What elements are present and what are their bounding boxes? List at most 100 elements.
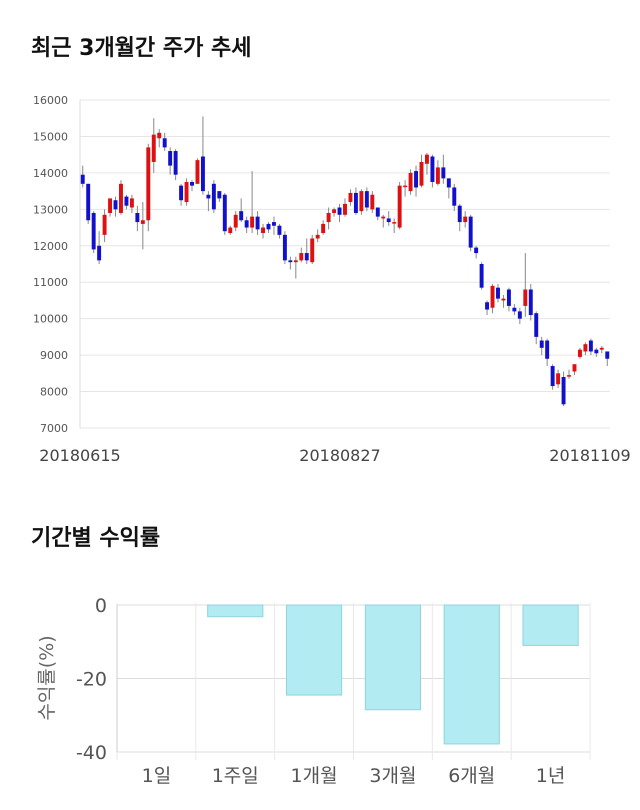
candle-down xyxy=(162,138,167,148)
candle-up xyxy=(293,260,298,263)
candle-up xyxy=(397,185,402,228)
candle-up xyxy=(151,134,156,162)
candle-down xyxy=(545,340,550,359)
candle-down xyxy=(168,151,173,166)
returns-bar xyxy=(443,604,500,745)
candle-down xyxy=(457,205,462,223)
candle-up xyxy=(261,227,266,234)
candle-down xyxy=(605,351,610,359)
candle-up xyxy=(233,214,238,228)
returns-x-tick-label: 1년 xyxy=(536,765,566,787)
candle-down xyxy=(337,207,342,215)
price-x-tick-label: 20181109 xyxy=(549,446,630,465)
candle-up xyxy=(102,214,107,235)
price-y-tick-label: 10000 xyxy=(33,313,68,326)
candle-up xyxy=(326,212,331,223)
candle-up xyxy=(184,182,189,203)
candle-down xyxy=(211,183,216,210)
candle-up xyxy=(250,216,255,228)
candle-up xyxy=(119,183,123,213)
candle-down xyxy=(222,194,227,232)
candle-down xyxy=(97,245,102,261)
candle-down xyxy=(239,211,244,221)
candle-up xyxy=(463,216,468,223)
candle-down xyxy=(288,260,293,263)
returns-y-axis-label: 수익률(%) xyxy=(36,635,58,720)
candle-down xyxy=(517,311,522,319)
candle-up xyxy=(381,216,386,219)
candle-down xyxy=(353,192,358,213)
price-chart-title: 최근 3개월간 주가 추세 xyxy=(31,36,252,61)
candle-down xyxy=(594,349,599,354)
candle-down xyxy=(113,200,118,210)
candle-up xyxy=(583,344,588,352)
price-y-tick-label: 12000 xyxy=(33,240,68,253)
candle-up xyxy=(129,198,134,208)
candle-down xyxy=(468,216,473,248)
candle-down xyxy=(266,223,271,230)
candle-down xyxy=(200,156,205,192)
candle-up xyxy=(299,253,304,261)
candle-down xyxy=(277,225,282,235)
candle-down xyxy=(430,156,435,182)
returns-bar xyxy=(522,604,579,646)
price-x-tick-label: 20180615 xyxy=(39,446,120,465)
candle-down xyxy=(86,183,91,221)
candle-up xyxy=(321,223,326,234)
candle-down xyxy=(255,216,260,230)
candle-down xyxy=(179,185,184,201)
candle-down xyxy=(485,302,490,310)
candle-down xyxy=(190,182,194,186)
candle-down xyxy=(304,253,309,261)
candle-down xyxy=(124,196,129,206)
returns-x-tick-label: 3개월 xyxy=(369,765,416,787)
candle-down xyxy=(479,264,484,288)
candle-up xyxy=(490,285,495,308)
candle-up xyxy=(348,192,353,203)
candle-down xyxy=(528,289,533,316)
candle-down xyxy=(364,191,369,208)
candle-up xyxy=(146,147,151,221)
candle-up xyxy=(370,194,375,210)
returns-y-tick-label: 0 xyxy=(95,595,107,617)
candle-down xyxy=(386,218,391,223)
candle-up xyxy=(108,198,113,213)
price-x-tick-label: 20180827 xyxy=(299,446,380,465)
candle-down xyxy=(441,167,446,179)
price-y-tick-label: 8000 xyxy=(40,386,68,399)
candle-down xyxy=(206,194,211,199)
candle-down xyxy=(512,307,517,312)
candle-down xyxy=(496,287,500,299)
candle-down xyxy=(452,187,457,206)
candle-up xyxy=(435,167,440,184)
candle-down xyxy=(474,247,479,254)
candle-down xyxy=(539,340,544,348)
returns-bar xyxy=(207,604,264,618)
candle-down xyxy=(135,212,140,223)
candle-down xyxy=(414,171,418,188)
candle-up xyxy=(523,289,528,306)
returns-x-tick-label: 1주일 xyxy=(212,765,259,787)
price-candlestick-chart: 16000 15000 14000 13000 12000 11000 10000 9000 8… xyxy=(33,94,631,465)
candle-down xyxy=(244,220,249,228)
candle-up xyxy=(556,373,561,385)
candle-up xyxy=(501,298,506,301)
candle-up xyxy=(599,347,604,350)
candle-up xyxy=(392,222,397,224)
price-y-tick-label: 9000 xyxy=(40,349,68,362)
returns-x-tick-label: 1일 xyxy=(142,765,172,787)
candle-up xyxy=(408,172,413,192)
returns-bar xyxy=(285,604,343,696)
price-y-tick-label: 7000 xyxy=(40,422,68,435)
price-y-tick-label: 13000 xyxy=(33,203,68,216)
candle-down xyxy=(534,313,539,337)
candle-down xyxy=(80,174,85,184)
candle-down xyxy=(173,151,178,175)
candle-up xyxy=(195,160,200,184)
candle-down xyxy=(588,340,593,352)
candle-up xyxy=(315,234,320,239)
candle-up xyxy=(424,154,429,164)
candle-down xyxy=(550,366,555,387)
candle-up xyxy=(403,185,408,188)
